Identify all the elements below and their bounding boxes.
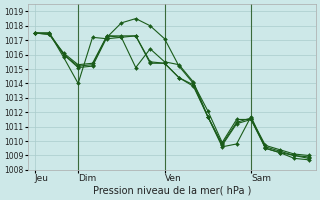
X-axis label: Pression niveau de la mer( hPa ): Pression niveau de la mer( hPa ) xyxy=(92,186,251,196)
